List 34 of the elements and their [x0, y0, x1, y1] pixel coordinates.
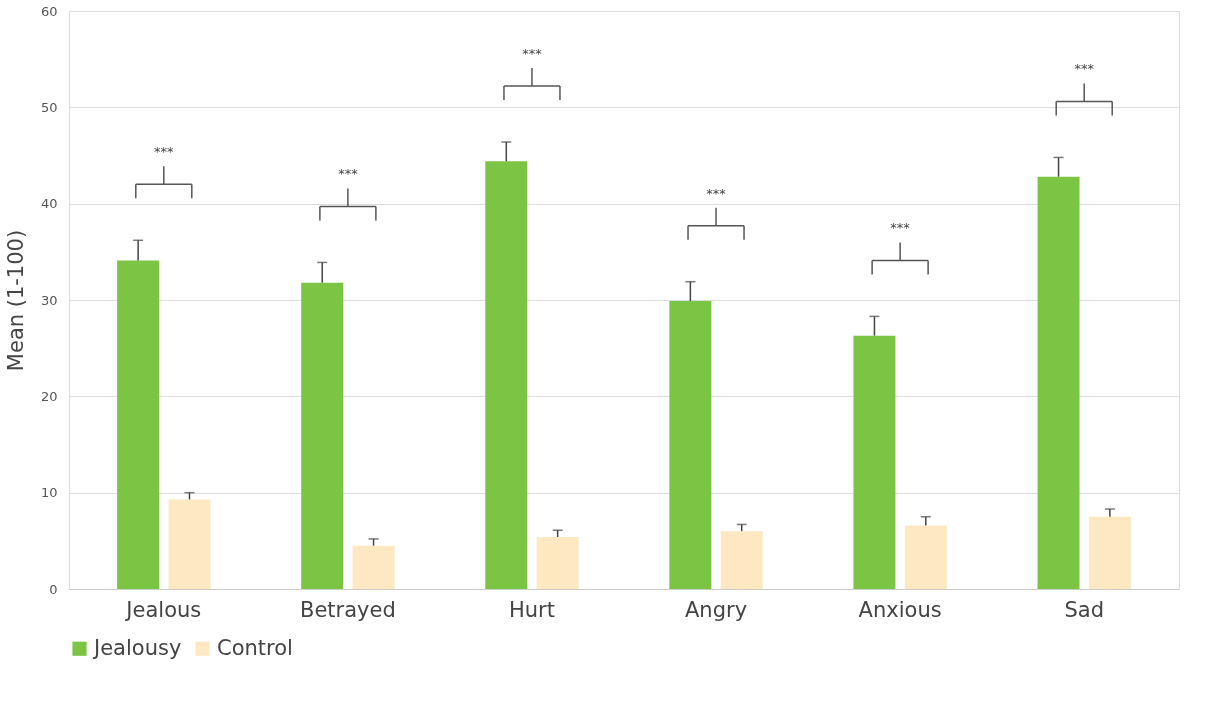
- bar: [117, 260, 160, 589]
- annotation: ***: [890, 220, 911, 236]
- bar: [669, 300, 712, 589]
- annotation: ***: [522, 46, 543, 62]
- bar: [904, 525, 947, 589]
- y-tick-label: 40: [40, 196, 58, 212]
- bar: [853, 335, 896, 589]
- annotation: ***: [1074, 61, 1095, 77]
- bar: [301, 282, 344, 589]
- bar: [1037, 176, 1080, 589]
- bar: [352, 545, 395, 589]
- x-tick-label: Sad: [1064, 597, 1104, 622]
- legend-label: Jealousy: [92, 635, 182, 660]
- y-tick-label: 30: [40, 292, 58, 308]
- bar: [1088, 516, 1131, 589]
- legend-label: Control: [217, 635, 293, 660]
- y-tick-label: 60: [40, 3, 58, 19]
- y-axis-title: Mean (1-100): [3, 229, 28, 372]
- bar: [168, 499, 211, 589]
- annotation: ***: [154, 144, 175, 160]
- x-tick-label: Anxious: [858, 597, 942, 622]
- annotation: ***: [338, 166, 359, 182]
- annotation: ***: [706, 185, 727, 201]
- x-tick-label: Betrayed: [300, 597, 396, 622]
- y-tick-label: 10: [40, 485, 58, 501]
- y-tick-label: 50: [40, 99, 58, 115]
- x-tick-label: Jealous: [124, 597, 202, 622]
- bar: [720, 531, 763, 589]
- x-tick-label: Hurt: [508, 597, 555, 622]
- bar: [485, 161, 528, 589]
- y-tick-label: 0: [49, 581, 58, 597]
- bar: [536, 536, 579, 589]
- y-tick-label: 20: [40, 388, 58, 404]
- x-tick-label: Angry: [685, 597, 748, 622]
